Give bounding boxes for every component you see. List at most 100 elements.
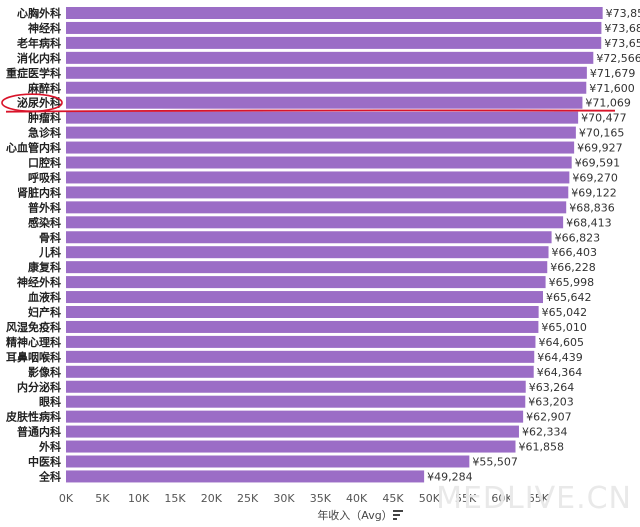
value-label: ¥73,680: [604, 22, 640, 35]
bar[interactable]: [66, 261, 548, 274]
value-label: ¥69,270: [572, 171, 618, 184]
value-label: ¥65,998: [549, 276, 595, 289]
bar[interactable]: [66, 395, 526, 408]
x-tick-label: 50K: [419, 492, 441, 505]
bars-group: [66, 7, 603, 483]
bar[interactable]: [66, 36, 602, 49]
x-tick-label: 15K: [164, 492, 186, 505]
bar[interactable]: [66, 7, 603, 19]
category-label: 血液科: [28, 290, 61, 304]
category-label: 耳鼻咽喉科: [6, 350, 61, 364]
x-tick-label: 5K: [95, 492, 110, 505]
x-tick-label: 30K: [273, 492, 295, 505]
value-label: ¥68,413: [566, 216, 612, 229]
category-label: 影像科: [28, 365, 61, 379]
annotation-group: [1, 93, 616, 113]
value-label: ¥68,836: [569, 201, 615, 214]
bar[interactable]: [66, 440, 516, 453]
value-label: ¥69,122: [571, 186, 617, 199]
x-tick-label: 35K: [310, 492, 332, 505]
bar[interactable]: [66, 410, 524, 423]
bar[interactable]: [66, 470, 425, 483]
value-label: ¥62,907: [526, 411, 572, 424]
x-tick-label: 25K: [237, 492, 259, 505]
bar[interactable]: [66, 425, 519, 438]
x-tick-label: 20K: [201, 492, 223, 505]
bar[interactable]: [66, 96, 583, 109]
bar[interactable]: [66, 335, 536, 348]
value-label: ¥70,477: [581, 112, 627, 125]
category-label: 重症医学科: [6, 66, 61, 80]
value-label: ¥73,657: [604, 37, 640, 50]
category-label: 老年病科: [16, 36, 61, 50]
category-label: 消化内科: [17, 51, 61, 65]
bar[interactable]: [66, 171, 570, 184]
value-label: ¥71,069: [585, 97, 631, 110]
value-label: ¥63,203: [528, 396, 574, 409]
category-label: 急诊科: [28, 126, 61, 140]
bar[interactable]: [66, 66, 587, 79]
bar[interactable]: [66, 156, 572, 169]
x-ticks-group: 0K 5K 10K 15K 20K 25K 30K 35K 40K 45K 50K 55K 60K 65K: [59, 492, 550, 505]
value-label: ¥61,858: [519, 441, 565, 454]
x-tick-label: 45K: [382, 492, 404, 505]
value-label: ¥55,507: [472, 456, 517, 469]
value-label: ¥69,591: [575, 157, 621, 170]
category-label: 呼吸科: [28, 170, 61, 184]
category-label: 麻醉科: [27, 81, 61, 95]
category-label: 妇产科: [27, 305, 61, 319]
category-label: 神经科: [28, 21, 61, 35]
category-label: 精神心理科: [6, 335, 61, 349]
value-label: ¥63,264: [529, 381, 575, 394]
bar[interactable]: [66, 126, 576, 139]
bar[interactable]: [66, 21, 602, 34]
x-axis-title: 年收入（Avg）: [317, 508, 392, 522]
bar[interactable]: [66, 111, 579, 124]
bar[interactable]: [66, 51, 594, 64]
value-label: ¥70,165: [579, 127, 625, 140]
value-label: ¥71,600: [589, 82, 635, 95]
value-label: ¥66,228: [550, 261, 596, 274]
category-label: 口腔科: [28, 156, 61, 170]
bar[interactable]: [66, 201, 567, 214]
category-label: 普通内科: [17, 425, 61, 439]
bar[interactable]: [66, 365, 534, 378]
highlight-underline: [5, 109, 616, 113]
category-label: 中医科: [28, 455, 61, 469]
watermark-text: MEDLIVE.CN: [436, 481, 632, 516]
x-tick-label: 40K: [346, 492, 368, 505]
bar[interactable]: [66, 216, 564, 229]
x-tick-label: 10K: [128, 492, 150, 505]
bar[interactable]: [66, 231, 552, 244]
value-label: ¥69,927: [577, 142, 623, 155]
bar[interactable]: [66, 246, 549, 259]
value-label: ¥66,403: [552, 246, 598, 259]
bar[interactable]: [66, 320, 539, 333]
category-label: 儿科: [38, 245, 61, 259]
category-label: 外科: [38, 440, 61, 454]
category-label: 感染科: [28, 215, 61, 229]
category-label: 康复科: [28, 260, 61, 274]
value-labels-group: ¥73,851 ¥73,680 ¥73,657 ¥72,566 ¥71,679 ¥71,6…: [427, 7, 640, 483]
bar[interactable]: [66, 276, 546, 289]
value-label: ¥64,605: [538, 336, 584, 349]
x-tick-label: 55K: [455, 492, 477, 505]
value-label: ¥64,364: [537, 366, 583, 379]
bar[interactable]: [66, 186, 569, 199]
sort-descending-icon[interactable]: [393, 510, 403, 520]
category-label: 心血管内科: [6, 141, 61, 155]
category-label: 心胸外科: [17, 6, 61, 20]
bar[interactable]: [66, 81, 587, 94]
bar[interactable]: [66, 350, 535, 363]
bar[interactable]: [66, 306, 539, 318]
category-label: 眼科: [39, 395, 61, 409]
bar[interactable]: [66, 141, 575, 154]
category-labels-group: 心胸外科神经科老年病科消化内科重症医学科麻醉科泌尿外科肿瘤科急诊科心血管内科口腔…: [5, 6, 61, 483]
bar[interactable]: [66, 380, 526, 393]
value-label: ¥65,010: [541, 321, 587, 334]
bar[interactable]: [66, 455, 470, 468]
category-label: 泌尿外科: [17, 96, 61, 110]
bar[interactable]: [66, 291, 543, 304]
category-label: 神经外科: [17, 275, 61, 289]
